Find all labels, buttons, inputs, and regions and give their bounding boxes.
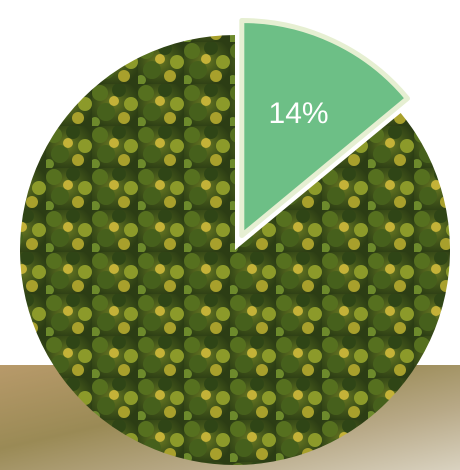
pie-slice	[19, 35, 450, 465]
pie: 14%	[19, 18, 450, 465]
value-label: 14%	[269, 97, 329, 130]
pie-slice	[239, 18, 410, 239]
